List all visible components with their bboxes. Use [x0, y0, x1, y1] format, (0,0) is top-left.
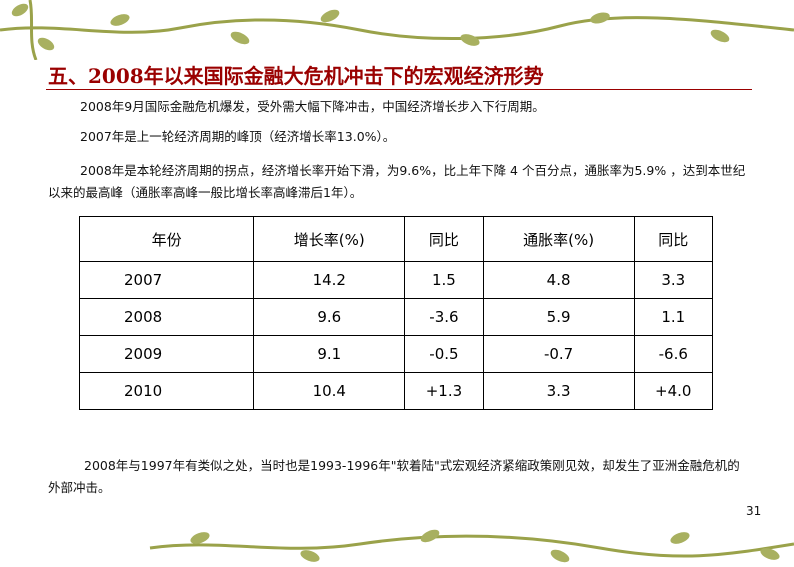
page-number: 31 — [746, 504, 762, 518]
table-header-row: 年份 增长率(%) 同比 通胀率(%) 同比 — [78, 216, 714, 262]
table-cell: 9.6 — [253, 298, 406, 336]
table-cell: -3.6 — [404, 298, 484, 336]
table-cell: -0.7 — [482, 335, 635, 373]
table-cell: 1.1 — [633, 298, 714, 336]
table-row: 2009 9.1 -0.5 -0.7 -6.6 — [78, 335, 714, 373]
table-cell: +1.3 — [404, 372, 484, 410]
table-cell: 14.2 — [253, 261, 406, 299]
paragraph-2008-turning-point: 2008年是本轮经济周期的拐点，经济增长率开始下滑，为9.6%，比上年下降 4 … — [48, 163, 746, 200]
table-cell: -0.5 — [404, 335, 484, 373]
table-cell: 10.4 — [253, 372, 406, 410]
title-underline — [46, 89, 752, 90]
table-cell: 3.3 — [482, 372, 635, 410]
table-cell-year: 2007 — [78, 261, 255, 299]
table-row: 2010 10.4 +1.3 3.3 +4.0 — [78, 372, 714, 410]
decorative-vine-top — [0, 0, 794, 60]
table-cell: 1.5 — [404, 261, 484, 299]
paragraph-1997-comparison: 2008年与1997年有类似之处，当时也是1993-1996年"软着陆"式宏观经… — [48, 458, 740, 495]
table-header-cell: 年份 — [78, 216, 255, 262]
table-cell-year: 2009 — [78, 335, 255, 373]
table-cell: 3.3 — [633, 261, 714, 299]
table-header-cell: 同比 — [633, 216, 714, 262]
table-row: 2007 14.2 1.5 4.8 3.3 — [78, 261, 714, 299]
decorative-vine-bottom — [149, 529, 794, 563]
table-cell-year: 2010 — [78, 372, 255, 410]
table-cell: 4.8 — [482, 261, 635, 299]
table-cell: +4.0 — [633, 372, 714, 410]
table-cell: 5.9 — [482, 298, 635, 336]
table-row: 2008 9.6 -3.6 5.9 1.1 — [78, 298, 714, 336]
table-cell: 9.1 — [253, 335, 406, 373]
paragraph-2007-peak: 2007年是上一轮经济周期的峰顶（经济增长率13.0%）。 — [80, 129, 396, 144]
table-cell-year: 2008 — [78, 298, 255, 336]
growth-inflation-table: 年份 增长率(%) 同比 通胀率(%) 同比 2007 14.2 1.5 4.8… — [78, 216, 714, 410]
table-cell: -6.6 — [633, 335, 714, 373]
page-title: 五、2008年以来国际金融大危机冲击下的宏观经济形势 — [48, 64, 544, 88]
paragraph-crisis: 2008年9月国际金融危机爆发，受外需大幅下降冲击，中国经济增长步入下行周期。 — [80, 99, 545, 114]
table-header-cell: 增长率(%) — [253, 216, 406, 262]
table-header-cell: 通胀率(%) — [482, 216, 635, 262]
table-header-cell: 同比 — [404, 216, 484, 262]
